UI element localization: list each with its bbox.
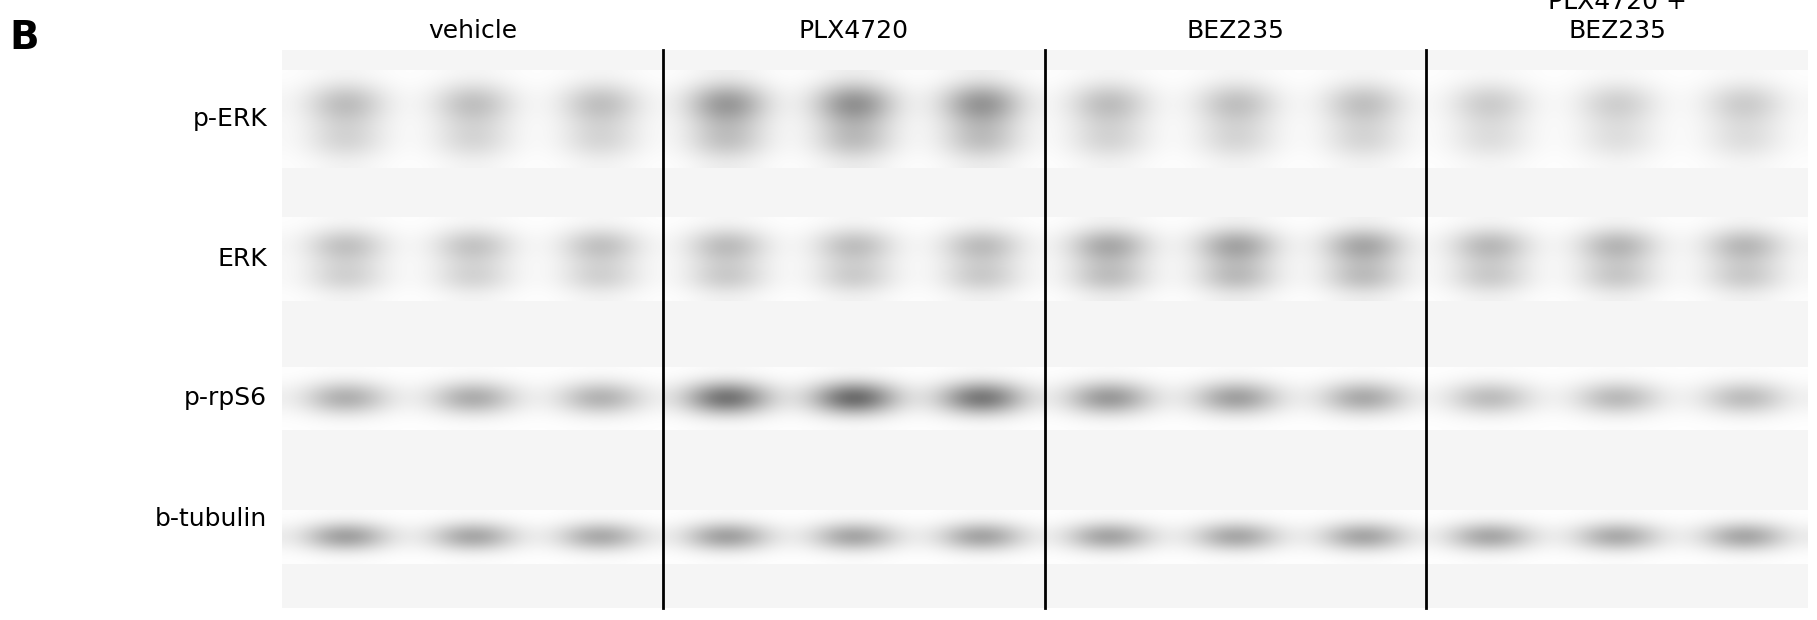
- Text: PLX4720 +
BEZ235: PLX4720 + BEZ235: [1548, 0, 1686, 43]
- Bar: [1426, 50, 1808, 608]
- Text: p-rpS6: p-rpS6: [184, 386, 267, 410]
- Text: vehicle: vehicle: [427, 19, 518, 43]
- Text: b-tubulin: b-tubulin: [154, 507, 267, 531]
- Text: B: B: [9, 19, 38, 56]
- Text: BEZ235: BEZ235: [1187, 19, 1285, 43]
- Bar: [1045, 50, 1426, 608]
- Text: ERK: ERK: [218, 247, 267, 271]
- Bar: [663, 50, 1045, 608]
- Bar: [282, 50, 663, 608]
- Text: PLX4720: PLX4720: [799, 19, 908, 43]
- Text: p-ERK: p-ERK: [193, 107, 267, 131]
